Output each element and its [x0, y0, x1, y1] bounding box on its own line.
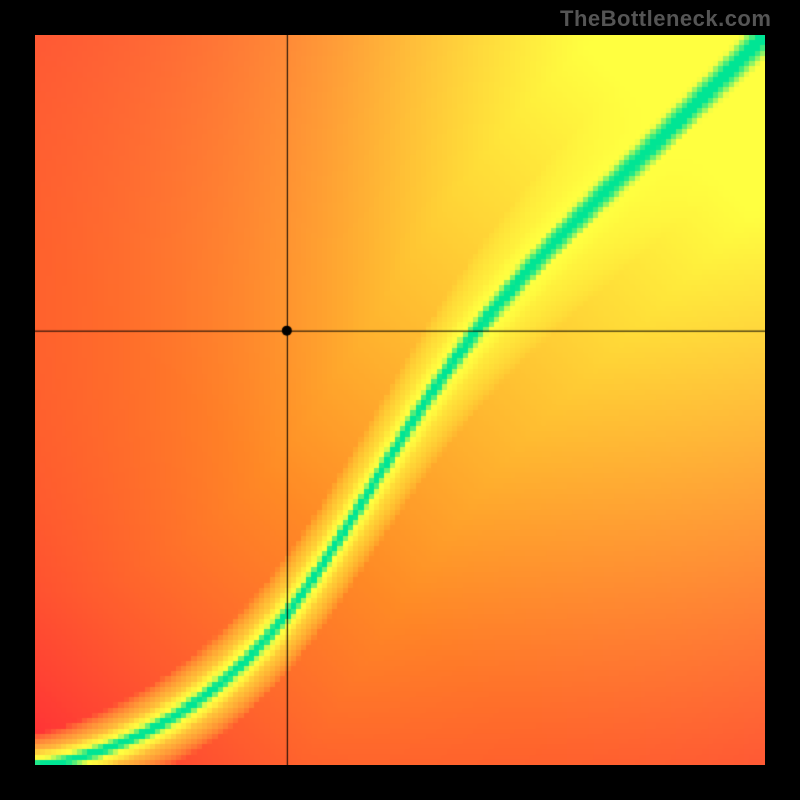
bottleneck-heatmap — [35, 35, 765, 765]
watermark-text: TheBottleneck.com — [560, 6, 771, 32]
